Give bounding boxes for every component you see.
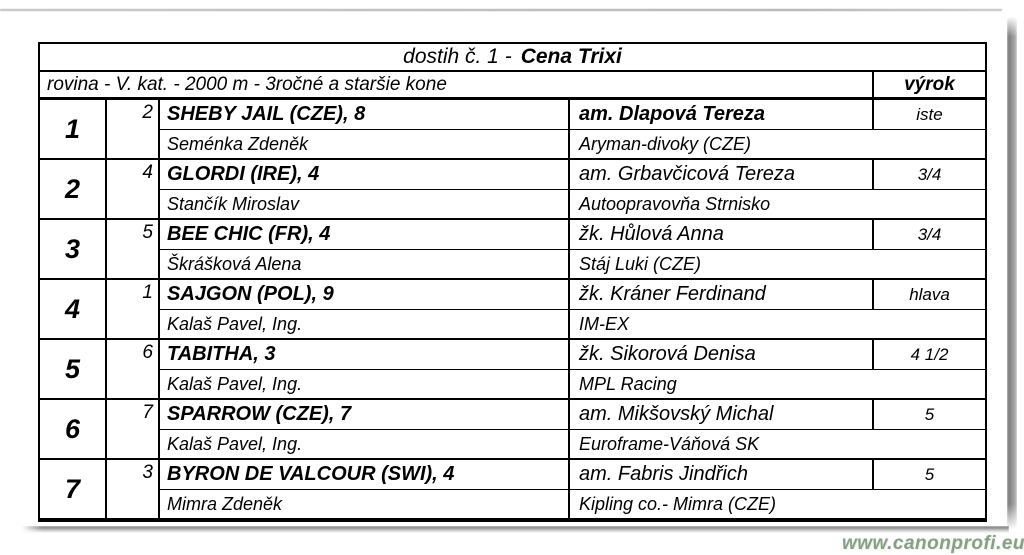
- race-row-top: 3 5 BEE CHIC (FR), 4 žk. Hůlová Anna 3/4: [39, 219, 987, 280]
- trainer-name: Škrášková Alena: [159, 249, 570, 280]
- verdict-column-header: výrok: [871, 71, 987, 100]
- race-conditions-row: rovina - V. kat. - 2000 m - 3ročné a sta…: [39, 71, 987, 100]
- finish-position: 5: [39, 339, 107, 400]
- jockey-name: am. Grbavčicová Tereza: [569, 159, 874, 190]
- trainer-name: Seménka Zdeněk: [159, 129, 570, 160]
- finish-position: 2: [39, 159, 107, 220]
- start-number: 5: [106, 219, 160, 280]
- verdict-margin: 3/4: [873, 219, 987, 250]
- finish-position: 3: [39, 219, 107, 280]
- owner-name: Autoopravovňa Strnisko: [569, 189, 987, 220]
- race-row-top: 5 6 TABITHA, 3 žk. Sikorová Denisa 4 1/2: [39, 339, 987, 400]
- trainer-name: Mimra Zdeněk: [159, 489, 570, 521]
- owner-name: Stáj Luki (CZE): [569, 249, 987, 280]
- owner-name: IM-EX: [569, 309, 987, 340]
- verdict-margin: 5: [873, 399, 987, 430]
- race-title-name: Cena Trixi: [520, 45, 622, 68]
- race-row-top: 6 7 SPARROW (CZE), 7 am. Mikšovský Micha…: [39, 399, 987, 460]
- jockey-name: žk. Hůlová Anna: [569, 219, 874, 250]
- horse-name: SPARROW (CZE), 7: [159, 399, 570, 430]
- owner-name: Euroframe-Váňová SK: [569, 429, 987, 460]
- race-row-bottom: Kalaš Pavel, Ing. Euroframe-Váňová SK: [39, 429, 987, 460]
- trainer-name: Kalaš Pavel, Ing.: [159, 369, 570, 400]
- scan-artifact-top-line: [0, 9, 1002, 11]
- owner-name: Kipling co.- Mimra (CZE): [569, 489, 987, 521]
- race-row-bottom: Kalaš Pavel, Ing. IM-EX: [39, 309, 987, 340]
- verdict-margin: 4 1/2: [873, 339, 987, 370]
- race-title-row: dostih č. 1 - Cena Trixi: [39, 43, 987, 72]
- race-row-top: 1 2 SHEBY JAIL (CZE), 8 am. Dlapová Tere…: [39, 98, 987, 160]
- jockey-name: žk. Kráner Ferdinand: [569, 279, 874, 310]
- watermark-text: www.canonprofi.eu: [842, 533, 1024, 554]
- race-row-bottom: Škrášková Alena Stáj Luki (CZE): [39, 249, 987, 280]
- verdict-margin: 5: [873, 459, 987, 490]
- start-number: 4: [106, 159, 160, 220]
- race-conditions: rovina - V. kat. - 2000 m - 3ročné a sta…: [39, 71, 873, 100]
- start-number: 2: [106, 98, 160, 160]
- verdict-margin: iste: [873, 98, 987, 130]
- jockey-name: am. Mikšovský Michal: [569, 399, 874, 430]
- horse-name: BEE CHIC (FR), 4: [159, 219, 570, 250]
- race-row-top: 2 4 GLORDI (IRE), 4 am. Grbavčicová Tere…: [39, 159, 987, 220]
- owner-name: Aryman-divoky (CZE): [569, 129, 987, 160]
- horse-name: GLORDI (IRE), 4: [159, 159, 570, 190]
- verdict-margin: hlava: [873, 279, 987, 310]
- race-title: dostih č. 1 - Cena Trixi: [39, 43, 987, 72]
- start-number: 7: [106, 399, 160, 460]
- horse-name: BYRON DE VALCOUR (SWI), 4: [159, 459, 570, 490]
- jockey-name: am. Fabris Jindřich: [569, 459, 874, 490]
- trainer-name: Kalaš Pavel, Ing.: [159, 309, 570, 340]
- race-result-table: dostih č. 1 - Cena Trixi rovina - V. kat.…: [38, 42, 988, 522]
- race-row-bottom: Seménka Zdeněk Aryman-divoky (CZE): [39, 129, 987, 160]
- start-number: 3: [106, 459, 160, 521]
- trainer-name: Stančík Miroslav: [159, 189, 570, 220]
- owner-name: MPL Racing: [569, 369, 987, 400]
- jockey-name: am. Dlapová Tereza: [569, 98, 874, 130]
- race-row-top: 7 3 BYRON DE VALCOUR (SWI), 4 am. Fabris…: [39, 459, 987, 521]
- horse-name: SAJGON (POL), 9: [159, 279, 570, 310]
- race-row-top: 4 1 SAJGON (POL), 9 žk. Kráner Ferdinand…: [39, 279, 987, 340]
- finish-position: 4: [39, 279, 107, 340]
- race-row-bottom: Kalaš Pavel, Ing. MPL Racing: [39, 369, 987, 400]
- verdict-margin: 3/4: [873, 159, 987, 190]
- trainer-name: Kalaš Pavel, Ing.: [159, 429, 570, 460]
- race-title-prefix: dostih č. 1 -: [403, 45, 512, 68]
- scan-artifact-right-shadow: [1007, 16, 1017, 530]
- horse-name: SHEBY JAIL (CZE), 8: [159, 98, 570, 130]
- horse-name: TABITHA, 3: [159, 339, 570, 370]
- finish-position: 7: [39, 459, 107, 521]
- scan-artifact-bottom-shadow: [22, 526, 1009, 533]
- start-number: 6: [106, 339, 160, 400]
- race-row-bottom: Stančík Miroslav Autoopravovňa Strnisko: [39, 189, 987, 220]
- jockey-name: žk. Sikorová Denisa: [569, 339, 874, 370]
- start-number: 1: [106, 279, 160, 340]
- finish-position: 6: [39, 399, 107, 460]
- race-row-bottom: Mimra Zdeněk Kipling co.- Mimra (CZE): [39, 489, 987, 521]
- finish-position: 1: [39, 98, 107, 160]
